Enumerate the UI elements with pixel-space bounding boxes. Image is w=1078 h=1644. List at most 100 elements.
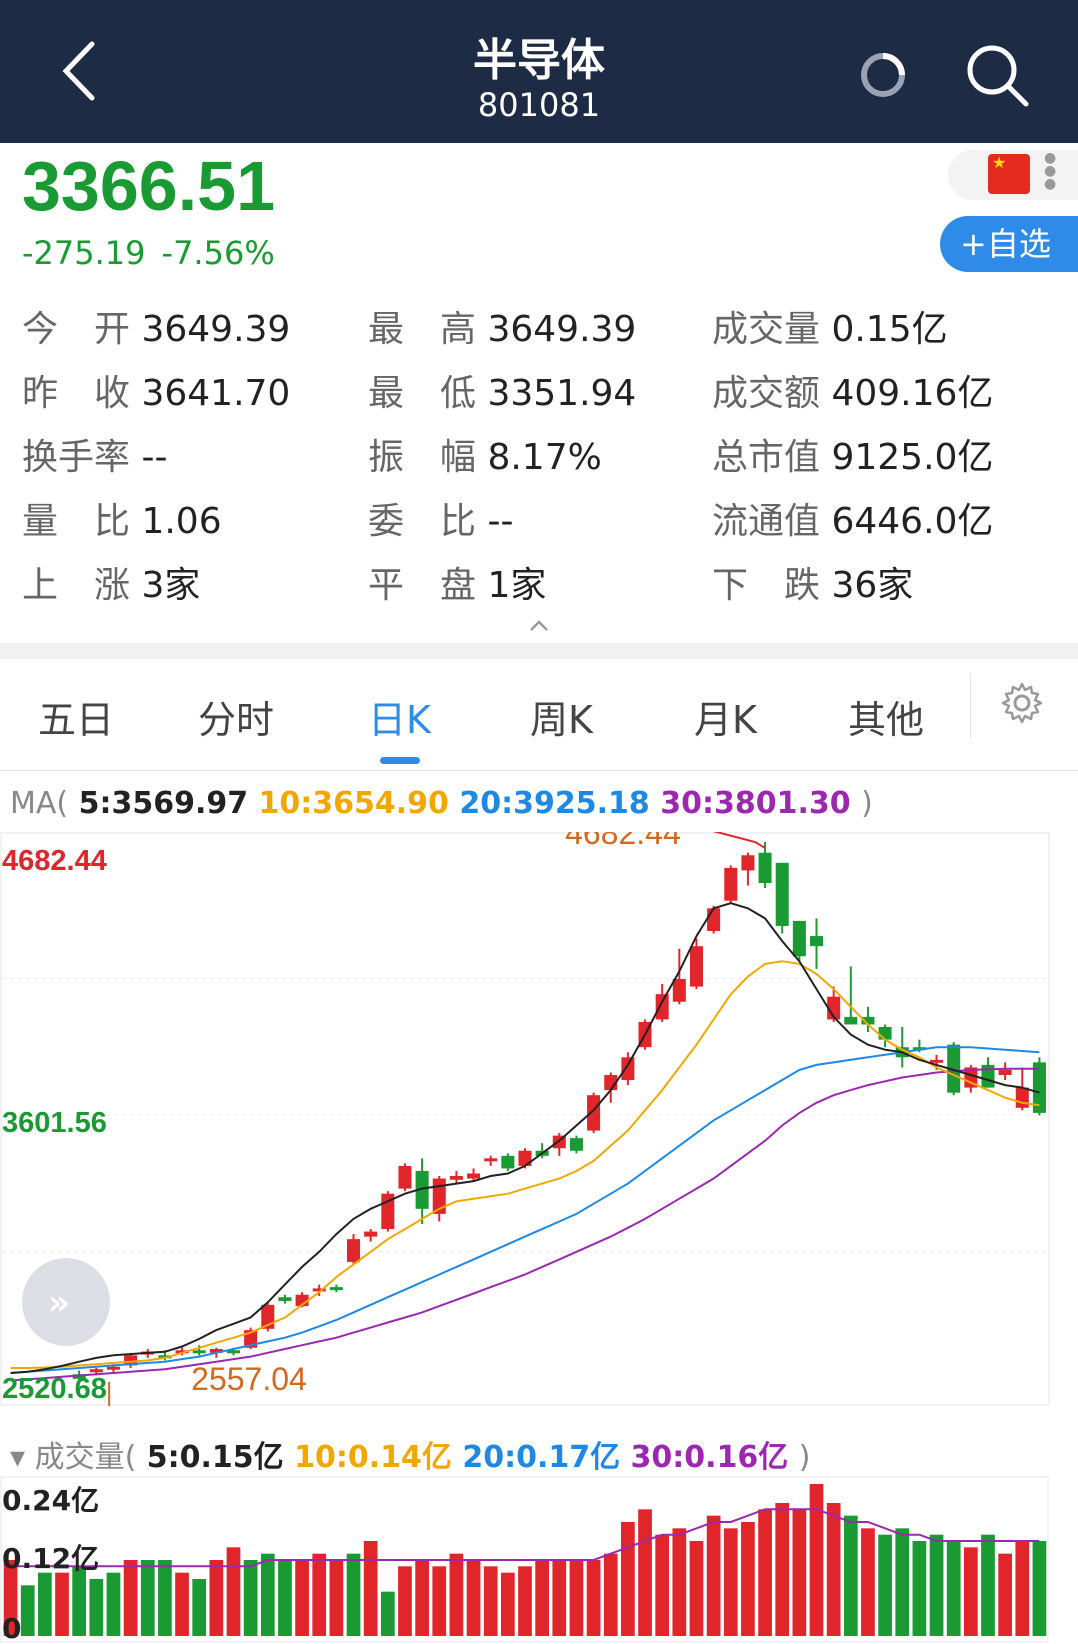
stat-label: 流通值 xyxy=(712,501,821,542)
gear-icon[interactable] xyxy=(1000,681,1044,725)
tab-1[interactable]: 分时 xyxy=(198,698,275,742)
price-change: -275.19 -7.56% xyxy=(22,234,291,272)
candle-body xyxy=(501,1155,515,1169)
ma10-value: 10:3654.90 xyxy=(258,786,449,821)
refresh-icon[interactable] xyxy=(856,48,910,102)
volume-bar xyxy=(329,1560,344,1636)
stat-item: 换手率 -- xyxy=(22,428,167,488)
volume-bar xyxy=(603,1553,618,1636)
chevron-left-icon[interactable] xyxy=(52,36,112,106)
stat-label: 换手率 xyxy=(22,437,131,478)
stats-grid: 今 开 3649.39 最 高 3649.39 成交量 0.15亿昨 收 3641.… xyxy=(0,300,1078,620)
stat-item: 振 幅 8.17% xyxy=(368,428,602,488)
candlestick-chart[interactable]: 4682.44 3601.56 2520.68 4682.44 2557.04 » xyxy=(0,832,1078,1406)
tab-2[interactable]: 日K xyxy=(368,698,431,742)
volume-bar xyxy=(500,1572,515,1636)
volume-bar xyxy=(483,1566,498,1636)
stat-label: 昨 收 xyxy=(22,373,131,414)
candle-body xyxy=(158,1355,172,1359)
candle-body xyxy=(312,1288,326,1292)
stat-value: 6446.0亿 xyxy=(820,501,994,542)
stat-item: 最 低 3351.94 xyxy=(368,364,636,424)
volume-legend[interactable]: ▾ 成交量( 5:0.15亿 10:0.14亿 20:0.17亿 30:0.16… xyxy=(10,1432,810,1476)
candle-body xyxy=(398,1165,412,1189)
volume-chart[interactable]: 0.24亿 0.12亿 0 xyxy=(0,1476,1078,1644)
volume-bar xyxy=(861,1528,875,1636)
volume-bar xyxy=(175,1572,189,1636)
stat-label: 成交额 xyxy=(712,373,821,414)
high-annotation: 4682.44 xyxy=(565,832,681,851)
stat-value: 0.15亿 xyxy=(820,309,948,350)
volume-bar xyxy=(775,1503,790,1636)
stat-value: 3649.39 xyxy=(130,309,291,350)
stat-label: 成交量 xyxy=(712,309,821,350)
volume-bar xyxy=(723,1528,738,1636)
current-price: 3366.51 xyxy=(22,147,276,225)
volume-bar xyxy=(466,1560,481,1636)
candle-body xyxy=(72,1374,86,1379)
volume-bar xyxy=(55,1572,69,1636)
stat-item: 量 比 1.06 xyxy=(22,492,222,552)
candle-body xyxy=(569,1138,583,1151)
vol-y-label-bottom: 0 xyxy=(2,1612,21,1644)
candle-body xyxy=(775,862,789,926)
volume-bar xyxy=(929,1534,944,1636)
tab-3[interactable]: 周K xyxy=(530,698,593,742)
volume-bar xyxy=(158,1560,172,1636)
low-pointer xyxy=(108,1381,111,1406)
volume-bar xyxy=(89,1579,104,1636)
candle-body xyxy=(89,1369,103,1373)
volume-bar xyxy=(398,1566,412,1636)
ma20-line xyxy=(10,1046,1040,1374)
candle-body xyxy=(947,1044,961,1093)
low-annotation: 2557.04 xyxy=(191,1361,307,1397)
tab-4[interactable]: 月K xyxy=(694,698,757,742)
tab-5[interactable]: 其他 xyxy=(848,698,925,742)
ma5-line xyxy=(10,902,1040,1374)
volume-frame xyxy=(0,1476,1049,1643)
stat-value: 36家 xyxy=(820,565,914,606)
stat-label: 总市值 xyxy=(712,437,821,478)
stat-label: 最 高 xyxy=(368,309,477,350)
volume-bar xyxy=(3,1560,18,1636)
active-tab-indicator xyxy=(380,757,420,764)
more-icon[interactable]: ● ● ● xyxy=(1044,150,1057,192)
candle-body xyxy=(809,936,824,947)
volume-legend-suffix: ) xyxy=(798,1440,811,1475)
stat-value: 9125.0亿 xyxy=(820,437,994,478)
search-icon[interactable] xyxy=(962,40,1032,110)
stat-label: 振 幅 xyxy=(368,437,477,478)
stat-value: 409.16亿 xyxy=(820,373,994,414)
tab-0[interactable]: 五日 xyxy=(38,698,115,742)
stat-label: 最 低 xyxy=(368,373,477,414)
volume-bar xyxy=(278,1560,292,1636)
stat-label: 今 开 xyxy=(22,309,131,350)
volume-bar xyxy=(809,1484,824,1636)
candle-body xyxy=(449,1176,463,1180)
scroll-badge-icon: » xyxy=(48,1283,70,1323)
y-label-bottom: 2520.68 xyxy=(2,1373,107,1405)
volume-bar xyxy=(140,1560,155,1636)
stat-value: 3641.70 xyxy=(130,373,291,414)
candle-body xyxy=(724,867,738,901)
volume-bar xyxy=(260,1553,275,1636)
candle-body xyxy=(192,1350,206,1354)
candle-body xyxy=(106,1366,120,1370)
candle-body xyxy=(964,1067,978,1088)
volume-bar xyxy=(963,1547,978,1636)
candle-body xyxy=(467,1173,481,1179)
stat-item: 下 跌 36家 xyxy=(712,556,913,616)
volume-bar xyxy=(586,1560,601,1636)
volume-bar xyxy=(569,1560,584,1636)
candle-body xyxy=(878,1026,892,1040)
add-watchlist-button[interactable]: +自选 xyxy=(940,216,1078,272)
volume-bar xyxy=(226,1547,241,1636)
collapse-chevron-icon[interactable] xyxy=(529,620,549,632)
stat-label: 上 涨 xyxy=(22,565,131,606)
ma-legend-prefix: MA( xyxy=(10,786,69,821)
candle-body xyxy=(758,852,772,884)
stat-item: 流通值 6446.0亿 xyxy=(712,492,993,552)
stat-label: 下 跌 xyxy=(712,565,821,606)
ma-legend-suffix: ) xyxy=(861,786,873,821)
volume-bar xyxy=(20,1585,35,1636)
